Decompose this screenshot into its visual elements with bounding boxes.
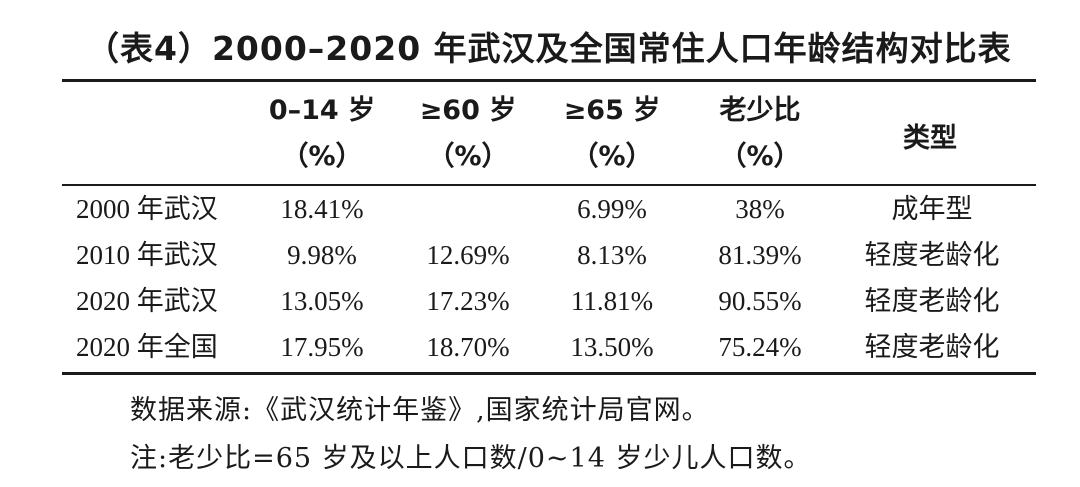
header-age-60-unit: （%）: [427, 141, 509, 172]
cell-age-0-14: 18.41%: [280, 194, 364, 224]
row-label: 2010 年武汉: [76, 240, 218, 270]
table-row: 2000 年武汉 18.41% 6.99% 38% 成年型: [62, 186, 1036, 233]
top-rule: [62, 79, 1036, 82]
cell-age-65: 6.99%: [577, 194, 647, 224]
header-rule: [62, 184, 1036, 186]
header-ratio-unit: （%）: [719, 141, 801, 172]
cell-type: 轻度老龄化: [864, 286, 1000, 317]
header-age-0-14-label: 0–14 岁: [268, 95, 376, 126]
cell-age-65: 11.81%: [570, 286, 654, 316]
source-note: 数据来源:《武汉统计年鉴》,国家统计局官网。: [130, 395, 710, 426]
cell-type: 轻度老龄化: [864, 332, 1000, 363]
cell-age-60: 17.23%: [426, 286, 510, 316]
header-age-0-14-unit: （%）: [281, 141, 363, 172]
cell-ratio: 90.55%: [718, 286, 802, 316]
bottom-rule: [62, 372, 1036, 375]
cell-type: 成年型: [891, 194, 973, 225]
table-title: （表4）2000–2020 年武汉及全国常住人口年龄结构对比表: [86, 29, 1012, 68]
header-ratio-label: 老少比: [719, 95, 801, 126]
cell-age-60: 18.70%: [426, 332, 510, 362]
table-row: 2020 年武汉 13.05% 17.23% 11.81% 90.55% 轻度老…: [62, 278, 1036, 325]
header-age-60: ≥60 岁 （%）: [408, 88, 528, 180]
cell-age-65: 13.50%: [570, 332, 654, 362]
cell-ratio: 75.24%: [718, 332, 802, 362]
row-label: 2000 年武汉: [76, 194, 218, 224]
formula-note: 注:老少比=65 岁及以上人口数/0~14 岁少儿人口数。: [130, 443, 812, 474]
row-label: 2020 年全国: [76, 332, 218, 362]
table-row: 2010 年武汉 9.98% 12.69% 8.13% 81.39% 轻度老龄化: [62, 232, 1036, 279]
cell-age-0-14: 13.05%: [280, 286, 364, 316]
cell-age-60: [408, 186, 528, 233]
cell-ratio: 38%: [735, 194, 785, 224]
cell-age-0-14: 9.98%: [287, 240, 357, 270]
header-age-60-label: ≥60 岁: [419, 95, 517, 126]
header-age-65-unit: （%）: [571, 141, 653, 172]
cell-ratio: 81.39%: [718, 240, 802, 270]
cell-age-0-14: 17.95%: [280, 332, 364, 362]
header-age-65-label: ≥65 岁: [563, 95, 661, 126]
header-ratio: 老少比 （%）: [690, 88, 830, 180]
header-type: 类型: [903, 123, 957, 154]
row-label: 2020 年武汉: [76, 286, 218, 316]
table-row: 2020 年全国 17.95% 18.70% 13.50% 75.24% 轻度老…: [62, 324, 1036, 371]
cell-age-65: 8.13%: [577, 240, 647, 270]
header-age-0-14: 0–14 岁 （%）: [262, 88, 382, 180]
cell-age-60: 12.69%: [426, 240, 510, 270]
header-age-65: ≥65 岁 （%）: [552, 88, 672, 180]
cell-type: 轻度老龄化: [864, 240, 1000, 271]
